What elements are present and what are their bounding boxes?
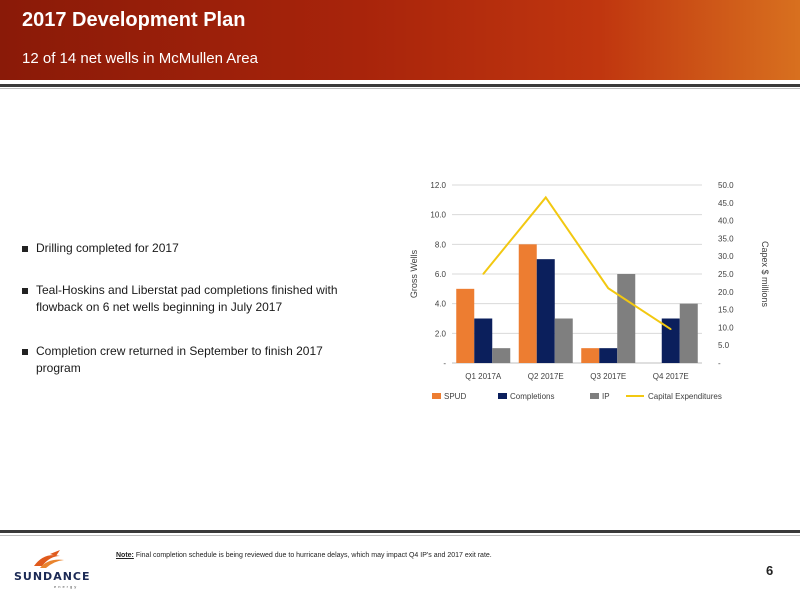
bar-completions [474, 318, 493, 363]
bar-completions [599, 348, 618, 363]
footnote-label: Note: [116, 552, 134, 559]
footer-divider-thin [0, 535, 800, 536]
legend-label: Capital Expenditures [648, 392, 722, 401]
x-tick-label: Q2 2017E [528, 372, 564, 381]
x-tick-label: Q1 2017A [465, 372, 502, 381]
y2-tick-label: 45.0 [718, 199, 734, 208]
y2-tick-label: 10.0 [718, 323, 734, 332]
y2-tick-label: 50.0 [718, 181, 734, 190]
y2-tick-label: 20.0 [718, 288, 734, 297]
capex-point [482, 273, 485, 275]
y2-axis-title: Capex $ millions [760, 241, 770, 308]
bullet-text: Completion crew returned in September to… [36, 344, 323, 375]
logo-wordmark: SUNDANCE [14, 570, 91, 583]
y2-tick-label: - [718, 359, 721, 368]
capex-line [482, 195, 672, 331]
y-axis-title: Gross Wells [409, 249, 419, 298]
company-logo: SUNDANCE energy [14, 548, 94, 596]
bullet-square-icon [22, 349, 28, 355]
y2-tick-label: 30.0 [718, 252, 734, 261]
page-title: 2017 Development Plan [22, 9, 246, 31]
bar-ip [679, 303, 698, 363]
legend-label: Completions [510, 392, 554, 401]
bullet-item: Drilling completed for 2017 [22, 240, 362, 257]
x-tick-label: Q3 2017E [590, 372, 626, 381]
y-tick-label: 2.0 [435, 329, 447, 338]
y2-tick-label: 5.0 [718, 341, 730, 350]
bullet-item: Completion crew returned in September to… [22, 343, 362, 377]
bar-ip [617, 274, 636, 363]
legend-swatch [590, 393, 599, 399]
y-tick-label: - [443, 359, 446, 368]
header-divider-thin [0, 88, 800, 89]
legend-label: IP [602, 392, 610, 401]
bar-completions [661, 318, 680, 363]
y2-tick-label: 25.0 [718, 270, 734, 279]
y2-tick-label: 40.0 [718, 217, 734, 226]
page-subtitle: 12 of 14 net wells in McMullen Area [22, 50, 258, 67]
footnote-text: Final completion schedule is being revie… [133, 552, 492, 559]
slide-header: 2017 Development Plan 12 of 14 net wells… [0, 0, 800, 80]
footer-divider [0, 530, 800, 533]
logo-subtext: energy [54, 584, 79, 589]
bar-spud [518, 244, 537, 363]
bar-spud [581, 348, 600, 363]
bar-spud [456, 288, 475, 363]
legend-swatch [498, 393, 507, 399]
y-tick-label: 10.0 [430, 211, 446, 220]
bar-completions [536, 259, 555, 363]
bullet-square-icon [22, 246, 28, 252]
header-divider [0, 84, 800, 87]
y2-tick-label: 35.0 [718, 234, 734, 243]
capex-point [544, 196, 547, 199]
bullet-text: Drilling completed for 2017 [36, 241, 179, 255]
y-tick-label: 4.0 [435, 300, 447, 309]
page-number: 6 [766, 563, 774, 578]
capex-point [607, 287, 610, 290]
sun-logo-icon [34, 550, 64, 568]
legend-swatch [432, 393, 441, 399]
y-tick-label: 8.0 [435, 240, 447, 249]
bar-ip [554, 318, 573, 363]
bullet-item: Teal-Hoskins and Liberstat pad completio… [22, 282, 362, 316]
bullet-text: Teal-Hoskins and Liberstat pad completio… [36, 283, 338, 314]
y2-tick-label: 15.0 [718, 306, 734, 315]
bar-ip [492, 348, 511, 363]
footnote: Note: Final completion schedule is being… [116, 552, 492, 559]
x-tick-label: Q4 2017E [653, 372, 689, 381]
development-chart: - 2.0 4.0 6.0 8.0 10.0 12.0 - 5.0 10.0 15.0 20.0 25.… [409, 181, 770, 401]
capex-point [669, 328, 672, 330]
y-tick-label: 12.0 [430, 181, 446, 190]
legend-label: SPUD [444, 392, 466, 401]
y-tick-label: 6.0 [435, 270, 447, 279]
bullet-square-icon [22, 288, 28, 294]
